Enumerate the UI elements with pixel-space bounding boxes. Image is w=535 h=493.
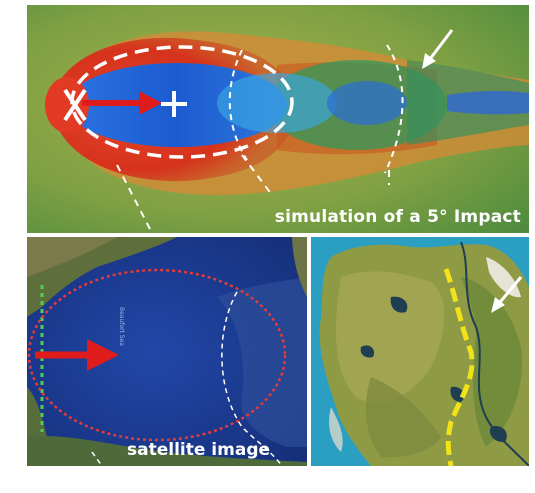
simulation-caption: simulation of a 5° Impact [274,207,521,227]
map-label: Beaufort Sea [118,307,125,346]
satellite-image [27,237,307,466]
simulation-panel: simulation of a 5° Impact [27,5,529,233]
simulation-image [27,5,529,233]
satellite-panel: Beaufort Sea satellite image [27,237,307,466]
land-image [311,237,529,466]
satellite-caption: satellite image [127,440,271,460]
land-panel [311,237,529,466]
